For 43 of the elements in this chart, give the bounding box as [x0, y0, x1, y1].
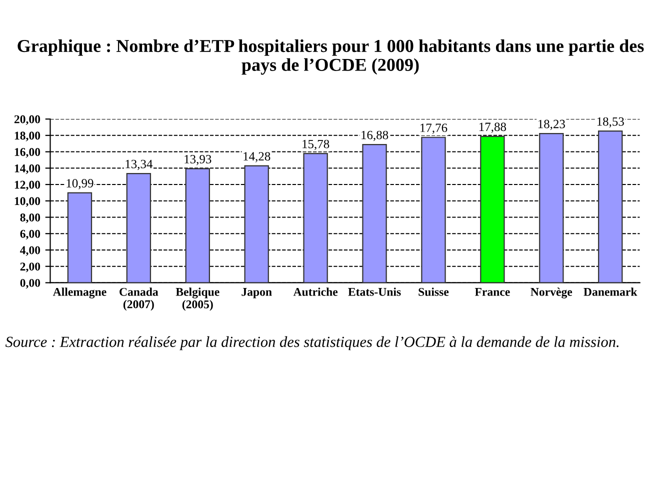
data-label: 18,23	[538, 120, 565, 130]
source-note: Source : Extraction réalisée par la direction des statistiques de l’OCDE à la demande de la mission.	[5, 336, 618, 350]
x-tick-label: Belgique (2005)	[176, 288, 220, 311]
data-label: 16,88	[362, 130, 388, 142]
bar	[126, 172, 152, 283]
x-tick-label: Japon	[242, 288, 272, 298]
chart-title: Graphique : Nombre d’ETP hospitaliers pour 1 000 habitants dans une partie des pays de l’OCDE (2009)	[18, 39, 644, 75]
bar	[480, 136, 505, 283]
data-label: 13,34	[126, 160, 153, 170]
x-tick-label: Etats-Unis	[348, 288, 401, 296]
x-tick-label: Suisse	[418, 288, 449, 296]
bar	[421, 136, 446, 283]
y-tick-label: 4,00	[20, 246, 40, 256]
x-tick-label: Canada (2007)	[120, 288, 158, 311]
data-label: 10,99	[66, 179, 94, 190]
y-tick-label: 6,00	[20, 230, 40, 240]
x-tick-label: Danemark	[584, 288, 638, 296]
bar	[362, 144, 387, 283]
data-label: 13,93	[184, 155, 212, 166]
x-tick-label: Autriche	[293, 288, 338, 296]
y-tick-label: 20,00	[14, 115, 40, 125]
bar	[598, 130, 623, 283]
data-label: 18,53	[597, 117, 624, 128]
data-label: 14,28	[244, 152, 270, 162]
bar	[539, 132, 564, 283]
y-tick-label: 8,00	[20, 213, 40, 224]
data-label: 15,78	[302, 140, 330, 150]
bar	[67, 192, 92, 283]
bar	[244, 165, 269, 283]
bar	[185, 168, 210, 283]
y-tick-label: 16,00	[14, 148, 40, 158]
y-tick-label: 0,00	[20, 278, 40, 289]
data-label: 17,88	[479, 122, 506, 133]
y-tick-label: 18,00	[14, 132, 40, 142]
x-tick-label: Allemagne	[52, 288, 106, 298]
bar	[303, 153, 328, 283]
data-label: 17,76	[420, 124, 448, 134]
x-tick-label: Norvège	[530, 288, 572, 298]
y-tick-label: 10,00	[14, 197, 40, 207]
x-tick-label: France	[474, 288, 510, 296]
y-tick-label: 14,00	[14, 164, 40, 174]
y-tick-label: 2,00	[20, 262, 40, 272]
y-tick-label: 12,00	[14, 180, 40, 190]
